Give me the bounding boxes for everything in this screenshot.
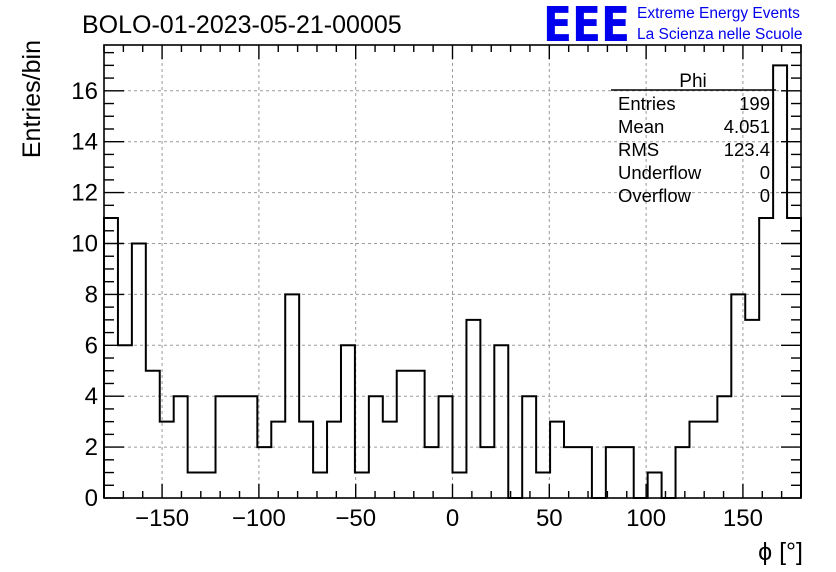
histogram-bin (453, 473, 467, 498)
y-tick-label: 8 (85, 281, 98, 308)
histogram-bin (118, 345, 132, 498)
histogram-bin (411, 371, 425, 498)
x-tick-label: 0 (446, 505, 459, 532)
histogram-bin (146, 371, 160, 498)
histogram-bin (564, 447, 578, 498)
histogram-outline (103, 64, 802, 499)
y-tick-label: 14 (71, 129, 98, 156)
axis-ticks (103, 45, 802, 499)
histogram-bin (466, 320, 480, 498)
histogram-bin (341, 345, 355, 498)
stats-row-value: 199 (739, 93, 770, 114)
stats-row-label: Mean (618, 116, 664, 137)
stats-box: Phi Entries 199 Mean 4.051 RMS 123.4 Underflow… (611, 71, 776, 206)
y-tick-label: 16 (71, 78, 98, 105)
x-tick-label: −100 (232, 505, 286, 532)
histogram-bin (480, 447, 494, 498)
histogram-bin (689, 422, 703, 498)
stats-row-value: 0 (760, 185, 770, 206)
eee-logo-mark: EEE (543, 0, 630, 53)
histogram-bin (313, 473, 327, 498)
histogram-bin (703, 422, 717, 498)
histogram-bin (355, 473, 369, 498)
x-tick-label: −50 (335, 505, 376, 532)
histogram-bin (536, 473, 550, 498)
histogram-bin (676, 447, 690, 498)
stats-box-title: Phi (679, 71, 706, 92)
histogram-bars (103, 64, 802, 499)
histogram-bin (132, 244, 146, 498)
y-tick-label: 4 (85, 383, 98, 410)
histogram-bin (648, 473, 662, 498)
x-tick-label: 150 (723, 505, 763, 532)
histogram-bin (494, 345, 508, 498)
histogram-bin (773, 65, 787, 498)
tick-labels: −150 −100 −50 0 50 100 150 0 2 4 6 8 10 12 14 16 (71, 78, 763, 532)
histogram-bin (397, 371, 411, 498)
histogram-bin (216, 396, 230, 498)
histogram-bin (606, 447, 620, 498)
stats-row-value: 0 (760, 162, 770, 183)
x-tick-label: 50 (536, 505, 563, 532)
chart-title: BOLO-01-2023-05-21-00005 (82, 11, 402, 39)
stats-row-label: RMS (618, 139, 659, 160)
histogram-bin (327, 422, 341, 498)
histogram-bin (271, 422, 285, 498)
stats-row-label: Entries (618, 93, 676, 114)
histogram-bin (620, 447, 634, 498)
histogram-bin (174, 396, 188, 498)
histogram-bin (188, 473, 202, 498)
histogram-bin (383, 422, 397, 498)
y-tick-label: 6 (85, 332, 98, 359)
x-tick-label: 100 (626, 505, 666, 532)
y-tick-label: 0 (85, 485, 98, 512)
eee-logo-line2: La Scienza nelle Scuole (637, 26, 802, 43)
histogram-bin (299, 422, 313, 498)
x-tick-label: −150 (135, 505, 189, 532)
stats-row-value: 4.051 (724, 116, 770, 137)
histogram-bin (425, 447, 439, 498)
histogram-bin (550, 422, 564, 498)
stats-row-label: Underflow (618, 162, 702, 183)
x-axis-label: ϕ [°] (758, 538, 803, 566)
y-tick-label: 2 (85, 434, 98, 461)
eee-logo: EEE Extreme Energy Events La Scienza nel… (543, 0, 802, 53)
histogram-bin (759, 218, 773, 498)
eee-logo-line1: Extreme Energy Events (637, 5, 800, 22)
stats-row-label: Overflow (618, 185, 692, 206)
histogram-bin (578, 447, 592, 498)
y-tick-label: 10 (71, 231, 98, 258)
histogram-bin (202, 473, 216, 498)
histogram-bin (745, 320, 759, 498)
y-tick-label: 12 (71, 180, 98, 207)
y-axis-label: Entries/bin (18, 40, 46, 158)
stats-row-value: 123.4 (724, 139, 770, 160)
